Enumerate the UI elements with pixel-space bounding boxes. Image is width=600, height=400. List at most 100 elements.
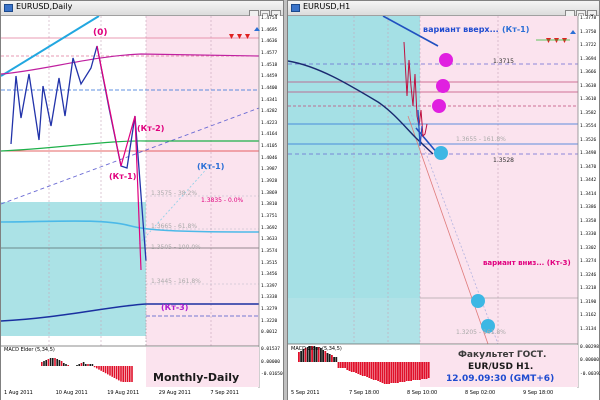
- price-tick-label: 1.3638: [580, 83, 597, 89]
- macd-bar: [421, 362, 423, 379]
- time-tick-label: 8 Sep 02:00: [465, 390, 496, 396]
- macd-bar: [419, 362, 421, 380]
- window-title: EURUSD,H1: [303, 2, 351, 11]
- price-tick-label: 1.3810: [261, 202, 278, 208]
- price-tick-label: 1.3694: [580, 56, 597, 62]
- price-tick-label: 1.3666: [580, 70, 597, 75]
- price-tick-label: 1.4695: [261, 27, 278, 33]
- macd-bar: [47, 359, 50, 366]
- price-tick-label: 1.3397: [261, 283, 278, 289]
- price-tick-label: 1.3692: [261, 225, 278, 231]
- macd-bar: [67, 365, 69, 366]
- price-tick-label: 1.3515: [261, 260, 278, 266]
- macd-bar: [96, 366, 98, 369]
- macd-label: MACD Elder (5,34,5): [4, 347, 55, 353]
- macd-bar: [377, 362, 379, 381]
- macd-bar: [388, 362, 390, 384]
- macd-scale: 0.00298 0.00000 -0.00392: [579, 345, 600, 387]
- level-label-3: 1.3655 - 161.8%: [456, 136, 506, 143]
- macd-bar: [425, 362, 428, 379]
- macd-bar: [392, 362, 395, 383]
- macd-bar: [87, 364, 89, 366]
- macd-bar: [111, 366, 113, 377]
- macd-bar: [63, 363, 65, 366]
- price-tick-label: 1.4518: [261, 62, 278, 68]
- macd-bar: [124, 366, 127, 382]
- chart-window-h1[interactable]: EURUSD,H1 _□x: [287, 0, 600, 400]
- footer-pair: EUR/USD H1.: [468, 362, 534, 372]
- macd-bar: [49, 358, 52, 366]
- price-tick-label: 1.4164: [261, 132, 278, 138]
- macd-bar: [129, 366, 131, 382]
- macd-bar: [91, 364, 94, 366]
- time-tick-label: 10 Aug 2011: [55, 390, 88, 396]
- price-tick-label: 0.0012: [261, 330, 278, 336]
- price-tick-label: 1.4400: [261, 85, 278, 91]
- macd-bar: [353, 362, 355, 372]
- macd-bar: [306, 347, 309, 362]
- time-tick-label: 29 Aug 2011: [158, 390, 191, 396]
- label-kt3: (Кт-3): [161, 303, 189, 312]
- price-tick-label: 1.4105: [261, 144, 278, 150]
- macd-bar: [322, 350, 324, 362]
- price-tick-label: 0.00298: [580, 345, 599, 350]
- fib-label-382: 1.3575 - 38.2%: [151, 190, 198, 197]
- macd-label: MACD Elder (5,34,5): [291, 346, 342, 352]
- price-tick-label: 0.01537: [261, 347, 280, 352]
- price-tick-label: 0.00000: [261, 359, 280, 365]
- macd-bar: [342, 362, 344, 368]
- time-tick-label: 1 Aug 2011: [4, 390, 33, 396]
- macd-bar: [397, 362, 399, 383]
- macd-bar: [403, 362, 406, 382]
- macd-bar: [102, 366, 105, 372]
- macd-bar: [383, 362, 386, 384]
- price-tick-label: 1.3302: [580, 245, 597, 251]
- price-tick-label: 1.3498: [580, 151, 597, 156]
- macd-bar: [302, 349, 305, 362]
- macd-bar: [344, 362, 346, 368]
- macd-bar: [115, 366, 118, 380]
- macd-bar: [401, 362, 404, 382]
- chart-canvas[interactable]: 1.4754 1.4695 1.4636 1.4577 1.4518 1.4459 1.44…: [1, 16, 283, 400]
- macd-bar: [366, 362, 368, 377]
- window-titlebar[interactable]: EURUSD,Daily _□x: [1, 1, 283, 20]
- macd-bar: [348, 362, 351, 371]
- price-tick-label: 1.3582: [580, 110, 597, 116]
- macd-bar: [45, 360, 47, 366]
- macd-bar: [118, 366, 120, 381]
- label-kt1: (Кт-1): [109, 172, 137, 181]
- macd-bar: [335, 357, 338, 362]
- chart-canvas[interactable]: 1.3778 1.3750 1.3722 1.3694 1.3666 1.3638 1.36…: [288, 16, 600, 400]
- price-tick-label: 1.4636: [261, 39, 278, 45]
- price-tick-label: 1.4223: [261, 120, 278, 126]
- macd-bar: [311, 346, 313, 362]
- macd-bar: [317, 347, 320, 362]
- macd-bar: [412, 362, 415, 380]
- macd-bar: [372, 362, 375, 380]
- macd-bar: [100, 366, 102, 371]
- macd-bar: [350, 362, 353, 372]
- macd-bar: [326, 353, 329, 362]
- macd-bar: [331, 355, 333, 362]
- time-tick-label: 8 Sep 10:00: [407, 390, 438, 396]
- price-tick-label: 1.4459: [261, 74, 278, 80]
- price-tick-label: 1.3869: [261, 190, 278, 196]
- chart-caption: Monthly-Daily: [153, 371, 240, 384]
- macd-bar: [85, 364, 87, 366]
- macd-bar: [313, 346, 316, 362]
- window-title: EURUSD,Daily: [16, 2, 73, 11]
- macd-bar: [56, 359, 58, 366]
- macd-bar: [54, 358, 56, 366]
- chart-window-daily[interactable]: EURUSD,Daily _□x: [0, 0, 284, 400]
- time-scale: 5 Sep 2011 7 Sep 18:00 8 Sep 10:00 8 Sep 02…: [288, 389, 578, 400]
- window-titlebar[interactable]: EURUSD,H1 _□x: [288, 1, 599, 20]
- price-tick-label: 1.3987: [261, 167, 278, 173]
- macd-bar: [131, 366, 133, 382]
- time-scale: 1 Aug 2011 10 Aug 2011 19 Aug 2011 29 Aug 2…: [1, 389, 259, 400]
- macd-bar: [346, 362, 349, 370]
- price-tick-label: 1.3574: [261, 248, 278, 254]
- footer-title: Факультет ГОСТ.: [458, 350, 547, 360]
- macd-bar: [82, 362, 85, 366]
- macd-bar: [98, 366, 100, 370]
- time-tick-label: 7 Sep 2011: [210, 390, 239, 396]
